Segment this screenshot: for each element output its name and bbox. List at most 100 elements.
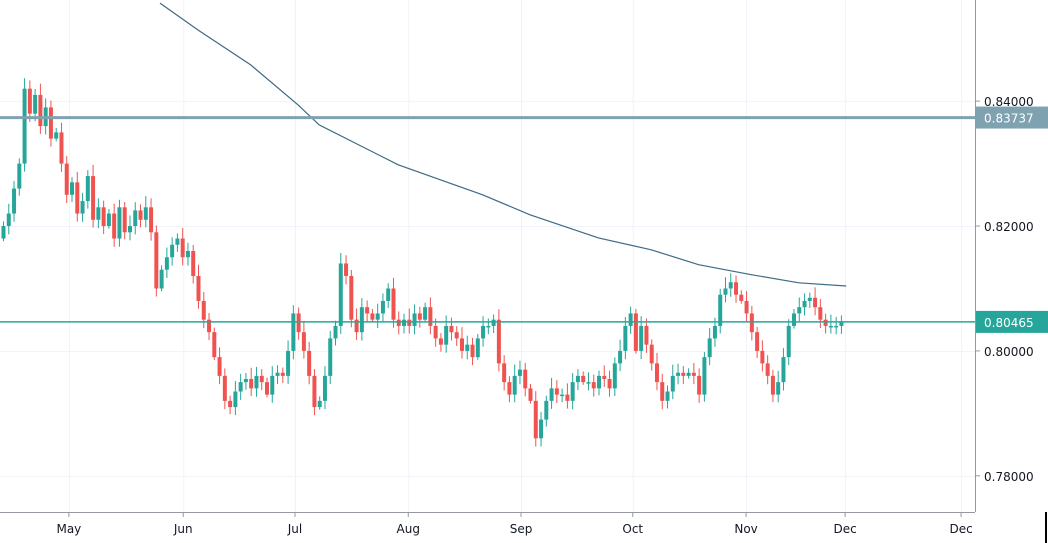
candle-body: [238, 382, 243, 392]
candle-up: [702, 351, 707, 402]
candle-up: [170, 237, 175, 266]
candle-body: [749, 313, 754, 333]
candle-body: [143, 207, 148, 220]
candle-body: [449, 325, 454, 333]
candle-body: [312, 375, 317, 408]
candle-body: [296, 313, 301, 333]
candle-body: [270, 375, 275, 395]
candle-body: [275, 372, 280, 376]
candle-body: [744, 300, 749, 314]
candle-up: [612, 357, 617, 396]
candle-down: [813, 287, 818, 316]
candle-down: [301, 320, 306, 359]
candle-body: [85, 176, 90, 202]
candle-body: [249, 379, 254, 389]
candle-down: [196, 264, 201, 309]
candle-body: [27, 88, 32, 114]
candle-body: [154, 232, 159, 289]
candle-body: [597, 375, 602, 389]
horizontal-lines[interactable]: [0, 116, 975, 323]
candle-up: [549, 377, 554, 409]
candle-down: [470, 337, 475, 366]
candle-down: [744, 291, 749, 322]
candle-up: [423, 302, 428, 323]
candle-down: [649, 339, 654, 371]
x-tick-label: May: [56, 522, 81, 536]
candle-down: [138, 204, 143, 228]
candle-body: [823, 319, 828, 326]
candle-body: [834, 325, 839, 328]
candle-up: [322, 366, 327, 410]
candle-body: [291, 313, 296, 351]
candle-up: [718, 288, 723, 334]
candle-body: [486, 325, 491, 328]
candle-up: [275, 365, 280, 385]
grid: [0, 0, 975, 512]
candle-down: [149, 198, 154, 241]
candle-body: [344, 263, 349, 276]
candle-down: [818, 298, 823, 329]
candle-body: [496, 319, 501, 364]
candle-down: [565, 383, 570, 409]
candle-down: [407, 308, 412, 334]
candle-down: [697, 368, 702, 403]
price-axis[interactable]: 0.84000 0.82000 0.80000 0.78000: [975, 95, 1034, 484]
y-tick-label: 0.84000: [984, 95, 1034, 109]
candle-body: [618, 350, 623, 364]
candle-body: [259, 375, 264, 383]
candle-down: [607, 370, 612, 397]
candle-body: [570, 382, 575, 401]
candle-body: [354, 319, 359, 333]
candle-up: [475, 333, 480, 360]
resistance-price-box: [976, 106, 1048, 129]
candle-up: [512, 364, 517, 403]
candle-down: [370, 308, 375, 323]
candle-down: [307, 341, 312, 385]
candle-body: [75, 182, 80, 214]
candle-up: [586, 372, 591, 391]
candle-up: [444, 315, 449, 353]
candle-down: [122, 202, 127, 240]
candle-down: [259, 369, 264, 391]
candle-up: [243, 373, 248, 390]
candle-body: [217, 357, 222, 376]
candle-body: [459, 338, 464, 351]
candle-up: [828, 314, 833, 334]
candle-down: [101, 200, 106, 235]
candle-down: [602, 365, 607, 388]
candle-body: [628, 313, 633, 326]
candle-body: [839, 322, 844, 326]
candle-body: [96, 207, 101, 220]
candle-body: [686, 372, 691, 376]
candle-body: [544, 400, 549, 420]
candle-down: [523, 362, 528, 397]
candle-body: [707, 338, 712, 358]
candle-body: [786, 325, 791, 358]
candle-up: [106, 209, 111, 229]
candle-down: [428, 297, 433, 335]
candle-up: [670, 364, 675, 400]
candle-up: [839, 315, 844, 334]
candle-up: [80, 192, 85, 222]
candle-up: [623, 316, 628, 360]
candle-up: [834, 316, 839, 335]
candle-body: [712, 325, 717, 339]
candle-down: [391, 277, 396, 328]
price-labels: 0.83737 0.80465: [976, 106, 1048, 333]
candle-up: [238, 373, 243, 400]
candle-down: [691, 363, 696, 385]
candle-body: [423, 307, 428, 320]
candle-body: [6, 213, 11, 227]
candle-body: [196, 275, 201, 301]
candle-up: [402, 313, 407, 334]
time-axis[interactable]: May Jun Jul Aug Sep Oct Nov Dec Dec: [56, 512, 973, 536]
candle-down: [438, 333, 443, 352]
candle-body: [660, 382, 665, 401]
candle-body: [502, 363, 507, 383]
candle-body: [697, 375, 702, 395]
candle-down: [217, 347, 222, 385]
candle-body: [17, 163, 22, 189]
candle-body: [417, 313, 422, 320]
candle-down: [654, 352, 659, 391]
